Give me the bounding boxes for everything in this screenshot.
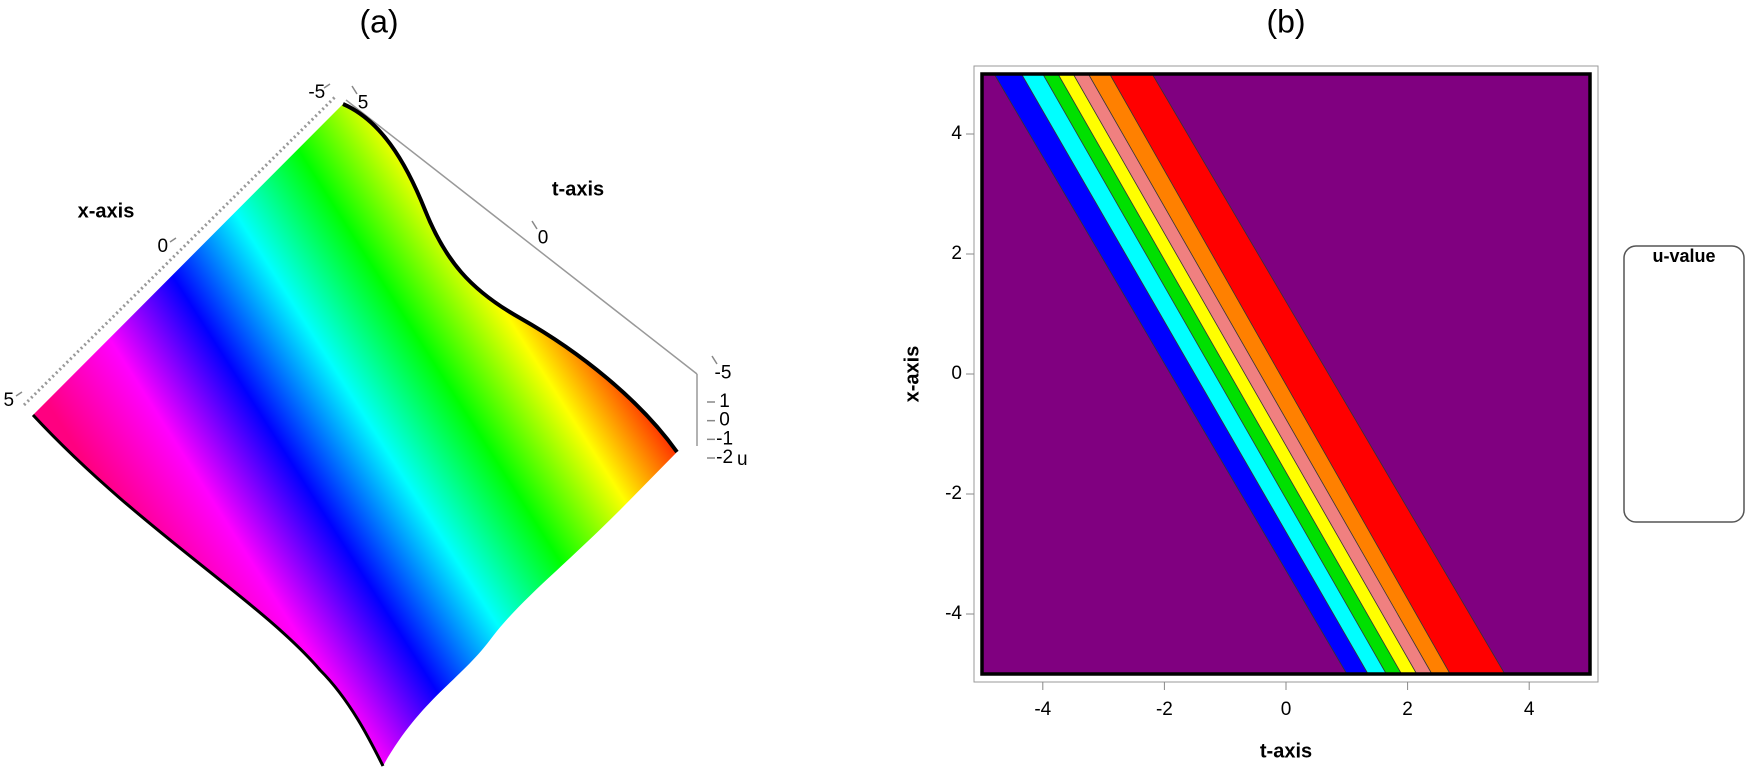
box-edge	[345, 99, 698, 375]
t-axis-label: t-axis	[552, 178, 604, 200]
contour-band	[982, 74, 1347, 674]
contour-line	[1042, 73, 1387, 675]
x-tick-label: 5	[4, 390, 15, 411]
y-tick	[351, 85, 358, 95]
surface-edge	[342, 102, 679, 454]
y-axis-label: x-axis	[901, 346, 923, 403]
z-tick-label: 1	[719, 391, 730, 412]
surface-edge	[31, 413, 385, 767]
contour-band	[1042, 74, 1402, 674]
contour-line	[1021, 73, 1369, 675]
contour-line	[1151, 73, 1506, 675]
y-tick-label: -2	[945, 483, 962, 504]
x-tick-label: 0	[158, 236, 169, 257]
x-tick	[323, 83, 331, 89]
x-tick-label: -2	[1156, 699, 1173, 720]
x-tick	[169, 237, 177, 243]
contour-band	[1109, 74, 1505, 674]
legend-box	[1623, 245, 1745, 523]
contour-line	[993, 73, 1348, 675]
x-tick-label: -5	[308, 82, 325, 103]
y-tick-label: 2	[951, 243, 962, 264]
contour-band	[994, 74, 1369, 674]
y-tick-label: -5	[715, 363, 732, 384]
contour-band	[1152, 74, 1590, 674]
y-tick-label: 0	[951, 363, 962, 384]
y-tick-label: 0	[538, 228, 549, 249]
x-tick	[15, 391, 23, 397]
x-tick-label: 4	[1524, 699, 1535, 720]
u-axis-label: u	[737, 449, 748, 470]
contour-band	[1088, 74, 1451, 674]
contour-line	[1088, 73, 1433, 675]
contour-line	[1072, 73, 1418, 675]
contour-band	[1058, 74, 1417, 674]
surface	[33, 104, 677, 766]
panel-a-title: (a)	[359, 3, 398, 39]
x-tick-label: 0	[1281, 699, 1292, 720]
x-tick-label: -4	[1034, 699, 1051, 720]
contour-plot: -4-2024-4-2024-2.5-2.0-1.5-1.0-0.500.51.…	[945, 65, 1712, 720]
x-axis-label: x-axis	[78, 200, 135, 222]
y-tick-label: 4	[951, 123, 962, 144]
contour-line	[1057, 73, 1402, 675]
contour-band	[1021, 74, 1387, 674]
contour-band	[1073, 74, 1432, 674]
y-tick-label: -4	[945, 603, 962, 624]
z-tick-label: -2	[716, 447, 733, 468]
z-tick-label: 0	[719, 410, 730, 431]
box-edge	[22, 94, 338, 407]
legend-title: u-value	[1652, 246, 1715, 266]
y-tick	[531, 220, 538, 230]
x-tick-label: 2	[1402, 699, 1413, 720]
y-tick-label: 5	[358, 93, 369, 114]
plot-frame	[980, 72, 1592, 676]
z-tick-label: -1	[716, 428, 733, 449]
panel-b-title: (b)	[1266, 3, 1305, 39]
contour-line	[1109, 73, 1451, 675]
y-tick	[711, 355, 718, 365]
x-axis-label: t-axis	[1260, 740, 1312, 762]
